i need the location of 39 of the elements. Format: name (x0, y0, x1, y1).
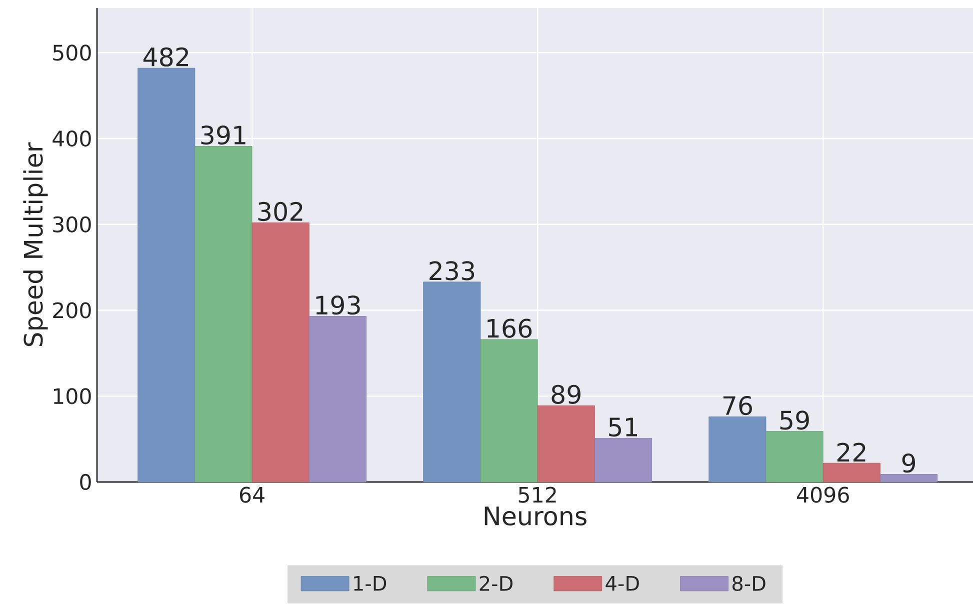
data-label: 76 (723, 396, 752, 416)
legend-label: 1-D (354, 576, 386, 591)
x-tick-label: 4096 (797, 486, 849, 503)
bar (308, 316, 366, 482)
bar (138, 68, 196, 482)
legend-label: 2-D (480, 576, 512, 591)
data-label: 59 (780, 410, 809, 430)
x-tick-label: 64 (240, 486, 264, 503)
bar (480, 339, 538, 482)
y-tick-label: 100 (54, 388, 91, 404)
bar (822, 462, 880, 482)
y-axis-title: Speed Multiplier (23, 142, 48, 346)
data-label: 302 (258, 202, 302, 222)
data-label: 89 (552, 384, 580, 404)
data-label: 22 (837, 442, 866, 462)
legend-label: 8-D (732, 576, 766, 592)
bar (708, 416, 766, 482)
y-tick-label: 400 (52, 130, 91, 147)
x-axis-title: Neurons (484, 506, 586, 526)
bar (594, 438, 652, 482)
bar (766, 431, 824, 482)
bar (194, 146, 252, 482)
data-label: 166 (488, 318, 532, 338)
data-label: 233 (430, 261, 474, 280)
y-tick-label: 300 (53, 216, 91, 232)
bar (537, 405, 595, 482)
data-label: 51 (609, 418, 638, 437)
data-label: 9 (902, 454, 916, 473)
x-tick-label: 512 (518, 486, 556, 503)
bar (423, 282, 481, 482)
y-tick-label: 0 (80, 474, 91, 490)
data-label: 482 (143, 47, 188, 67)
y-tick-label: 500 (53, 44, 91, 61)
legend-label: 4-D (606, 576, 639, 591)
bar (252, 222, 310, 482)
data-label: 193 (316, 296, 360, 315)
y-tick-label: 200 (53, 302, 91, 318)
data-label: 391 (201, 125, 246, 145)
bar (880, 474, 938, 482)
